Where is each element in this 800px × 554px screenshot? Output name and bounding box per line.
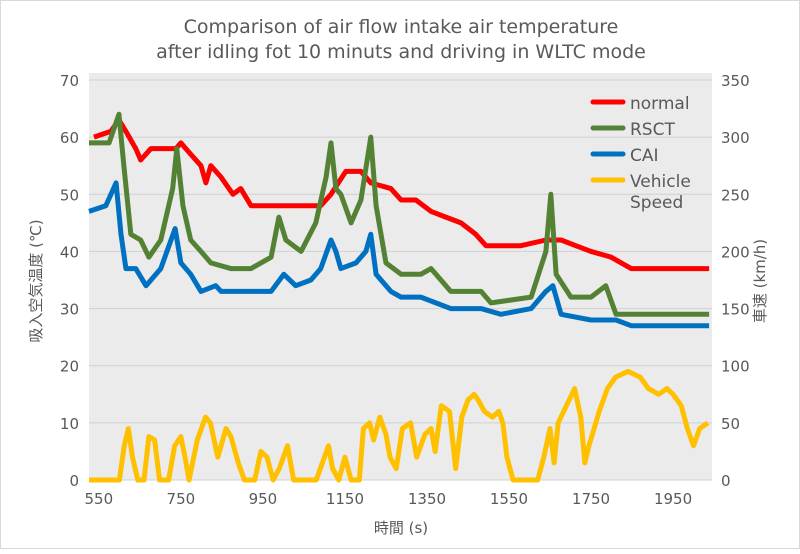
x-tick-label: 1950 [654, 490, 692, 508]
y2-tick-label: 150 [721, 301, 750, 319]
x-tick-label: 1750 [572, 490, 610, 508]
x-tick-label: 950 [249, 490, 278, 508]
y-tick-label: 50 [60, 186, 79, 204]
x-tick-label: 750 [167, 490, 196, 508]
y2-axis-label: 車速 (km/h) [751, 239, 769, 323]
y2-tick-label: 0 [721, 472, 731, 490]
y-tick-label: 70 [60, 72, 79, 90]
legend-label: RSCT [630, 120, 675, 140]
x-tick-label: 1150 [326, 490, 364, 508]
y-tick-label: 0 [69, 472, 79, 490]
y2-tick-label: 350 [721, 72, 750, 90]
y2-tick-label: 100 [721, 358, 750, 376]
y2-tick-label: 250 [721, 186, 750, 204]
y2-tick-label: 300 [721, 129, 750, 147]
x-axis-label: 時間 (s) [374, 519, 428, 537]
series-line-rsct [89, 111, 710, 317]
y-tick-label: 40 [60, 243, 79, 261]
legend-label: Vehicle [630, 172, 691, 192]
x-tick-label: 550 [85, 490, 114, 508]
y-tick-label: 30 [60, 301, 79, 319]
y-tick-label: 20 [60, 358, 79, 376]
series-line-vehicle-speed [89, 368, 710, 483]
x-tick-label: 1550 [490, 490, 528, 508]
chart-title-line-2: after idling fot 10 minuts and driving i… [156, 41, 646, 63]
series-line-cai [88, 180, 710, 329]
y-tick-label: 10 [60, 415, 79, 433]
y-axis-label: 吸入空気温度 (℃) [27, 219, 45, 342]
chart-title-line-1: Comparison of air flow intake air temper… [184, 16, 619, 38]
y-tick-label: 60 [60, 129, 79, 147]
y2-tick-label: 50 [721, 415, 740, 433]
legend-label: CAI [630, 146, 659, 166]
legend-label: Speed [630, 193, 683, 213]
x-tick-label: 1350 [408, 490, 446, 508]
y2-tick-label: 200 [721, 243, 750, 261]
legend-label: normal [630, 94, 690, 114]
